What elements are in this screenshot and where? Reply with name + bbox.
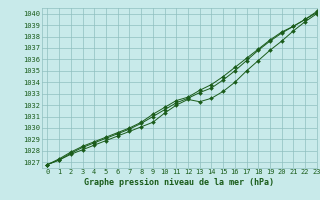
X-axis label: Graphe pression niveau de la mer (hPa): Graphe pression niveau de la mer (hPa) [84, 178, 274, 187]
